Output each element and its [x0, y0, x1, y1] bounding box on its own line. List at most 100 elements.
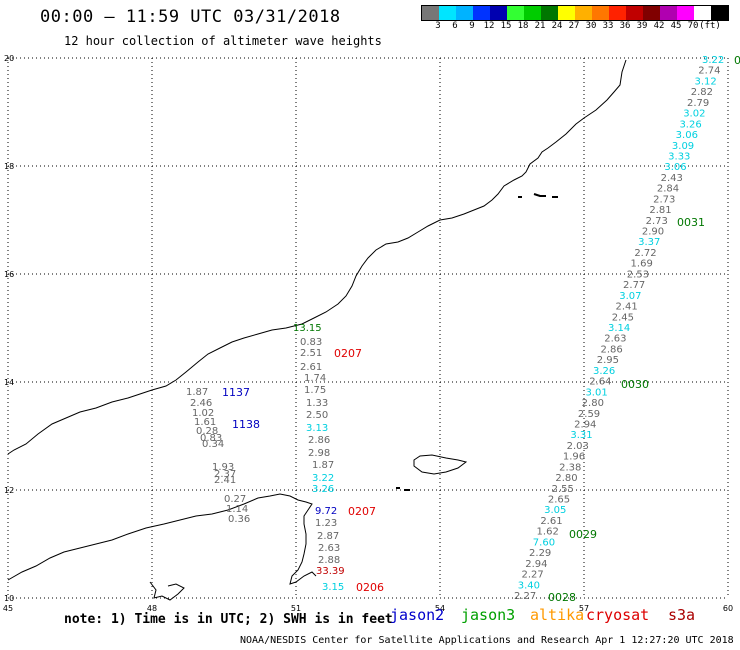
- legend-swatch: [592, 6, 609, 20]
- track-value: 2.84: [657, 184, 679, 195]
- satellite-altika: altika: [530, 606, 585, 624]
- lon-tick-label: 57: [579, 604, 589, 613]
- track-value: 2.46: [190, 398, 212, 409]
- legend-swatch: [609, 6, 626, 20]
- legend-swatch: [422, 6, 439, 20]
- track-value: 0.28: [196, 426, 218, 437]
- track-time: 1137: [222, 386, 250, 399]
- track-value: 1.87: [312, 460, 334, 471]
- track-value: 3.06: [664, 162, 686, 173]
- legend-tick: 6: [452, 21, 458, 31]
- track-value: 3.14: [608, 323, 630, 334]
- track-value: 2.94: [574, 419, 596, 430]
- track-value: 1.75: [304, 385, 326, 396]
- track-value: 3.22: [312, 473, 334, 484]
- track-value: 0.83: [300, 337, 322, 348]
- legend-swatch: [694, 6, 711, 20]
- footnote: note: 1) Time is in UTC; 2) SWH is in fe…: [64, 612, 393, 627]
- track-value: 1.33: [306, 398, 328, 409]
- track-value: 33.39: [316, 566, 345, 577]
- legend-tick: 21: [534, 21, 546, 31]
- track-value: 7.60: [533, 537, 555, 548]
- track-time: 0028: [548, 591, 576, 604]
- track-value: 2.80: [555, 473, 577, 484]
- track-value: 3.26: [593, 366, 615, 377]
- track-value: 2.37: [214, 469, 236, 480]
- track-value: 2.29: [529, 548, 551, 559]
- satellite-jason2: jason2: [390, 606, 445, 624]
- lat-tick-label: 10: [4, 594, 14, 603]
- track-value: 2.45: [612, 312, 634, 323]
- track-value: 2.81: [649, 205, 671, 216]
- lat-tick-label: 18: [4, 162, 14, 171]
- color-legend: [421, 5, 729, 21]
- edge-label: 0: [734, 54, 740, 67]
- credit-line: NOAA/NESDIS Center for Satellite Applica…: [240, 635, 734, 646]
- lat-tick-label: 20: [4, 54, 14, 63]
- track-value: 3.06: [676, 130, 698, 141]
- legend-tick: 3: [435, 21, 441, 31]
- legend-swatch: [507, 6, 524, 20]
- legend-swatch: [473, 6, 490, 20]
- lat-tick-label: 16: [4, 270, 14, 279]
- legend-swatch: [711, 6, 728, 20]
- track-value: 2.38: [559, 462, 581, 473]
- legend-tick: 30: [585, 21, 597, 31]
- track-value: 2.73: [653, 194, 675, 205]
- track-value: 0.27: [224, 494, 246, 505]
- track-value: 2.94: [525, 559, 547, 570]
- track-value: 9.72: [315, 506, 337, 517]
- track-value: 2.27: [522, 570, 544, 581]
- track-value: 0.34: [202, 439, 224, 450]
- track-value: 3.40: [518, 580, 540, 591]
- legend-swatch: [558, 6, 575, 20]
- track-value: 3.15: [322, 582, 344, 593]
- track-value: 1.14: [226, 504, 248, 515]
- track-value: 2.50: [306, 410, 328, 421]
- track-value: 1.02: [192, 408, 214, 419]
- lon-tick-label: 48: [147, 604, 157, 613]
- track-value: 3.09: [672, 141, 694, 152]
- legend-tick: (ft): [699, 21, 721, 31]
- track-value: 2.80: [582, 398, 604, 409]
- wave-height-tracks: 3.222.743.122.822.793.023.263.063.093.33…: [186, 54, 740, 604]
- track-value: 2.41: [616, 302, 638, 313]
- lon-tick-label: 51: [291, 604, 301, 613]
- track-value: 3.31: [570, 430, 592, 441]
- lon-tick-label: 60: [723, 604, 733, 613]
- track-value: 2.51: [300, 348, 322, 359]
- track-time: 0029: [569, 528, 597, 541]
- legend-tick: 18: [517, 21, 529, 31]
- legend-swatch: [677, 6, 694, 20]
- track-value: 2.63: [604, 334, 626, 345]
- track-value: 2.77: [623, 280, 645, 291]
- legend-tick: 15: [500, 21, 512, 31]
- legend-tick: 9: [469, 21, 475, 31]
- lat-tick-label: 14: [4, 378, 14, 387]
- track-value: 13.15: [293, 323, 322, 334]
- track-value: 2.03: [567, 441, 589, 452]
- track-value: 2.72: [634, 248, 656, 259]
- track-value: 3.22: [702, 55, 724, 66]
- track-value: 3.02: [683, 109, 705, 120]
- legend-tick: 33: [602, 21, 614, 31]
- legend-swatch: [660, 6, 677, 20]
- legend-swatch: [626, 6, 643, 20]
- track-value: 1.23: [315, 518, 337, 529]
- track-value: 2.27: [514, 591, 536, 602]
- track-value: 2.64: [589, 377, 611, 388]
- track-value: 2.86: [308, 435, 330, 446]
- track-value: 2.41: [214, 475, 236, 486]
- track-value: 2.73: [646, 216, 668, 227]
- track-value: 2.82: [691, 87, 713, 98]
- coastline: [7, 59, 627, 601]
- legend-tick: 42: [653, 21, 665, 31]
- track-value: 2.88: [318, 555, 340, 566]
- map-title: 00:00 – 11:59 UTC 03/31/2018: [40, 7, 341, 27]
- track-value: 1.74: [304, 373, 326, 384]
- track-value: 2.63: [318, 543, 340, 554]
- track-value: 3.37: [638, 237, 660, 248]
- legend-swatch: [643, 6, 660, 20]
- track-value: 2.61: [300, 362, 322, 373]
- lon-tick-label: 45: [3, 604, 13, 613]
